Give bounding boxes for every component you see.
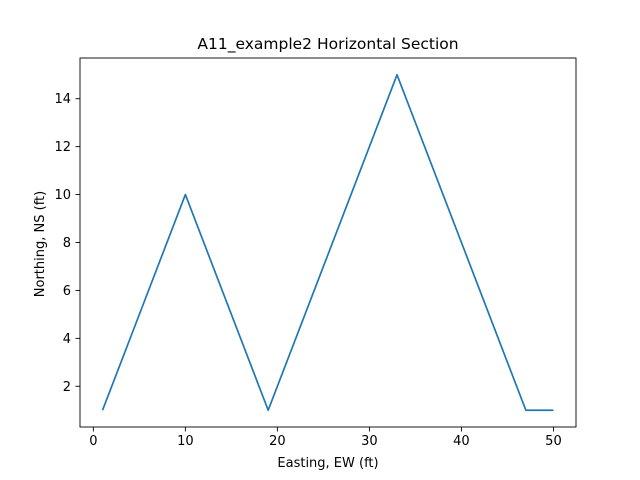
x-tick-label: 50: [545, 434, 562, 449]
y-tick-label: 6: [63, 284, 71, 299]
x-tick-label: 40: [453, 434, 470, 449]
x-tick-label: 30: [361, 434, 378, 449]
x-tick-label: 20: [269, 434, 286, 449]
y-tick-label: 2: [63, 380, 71, 395]
y-tick-label: 12: [54, 140, 71, 155]
y-tick-label: 8: [63, 236, 71, 251]
x-tick-label: 10: [177, 434, 194, 449]
series-line-0: [101, 73, 554, 412]
x-tick-label: 0: [89, 434, 97, 449]
chart-title: A11_example2 Horizontal Section: [197, 35, 458, 54]
y-tick-label: 4: [63, 332, 71, 347]
plot-area: 0 10 20 30 40 50 2 4 6 8 10 12 14: [54, 57, 577, 449]
y-tick-label: 14: [54, 92, 71, 107]
x-axis-label: Easting, EW (ft): [277, 456, 378, 471]
y-tick-label: 10: [54, 188, 71, 203]
y-axis-label: Northing, NS (ft): [33, 191, 48, 297]
